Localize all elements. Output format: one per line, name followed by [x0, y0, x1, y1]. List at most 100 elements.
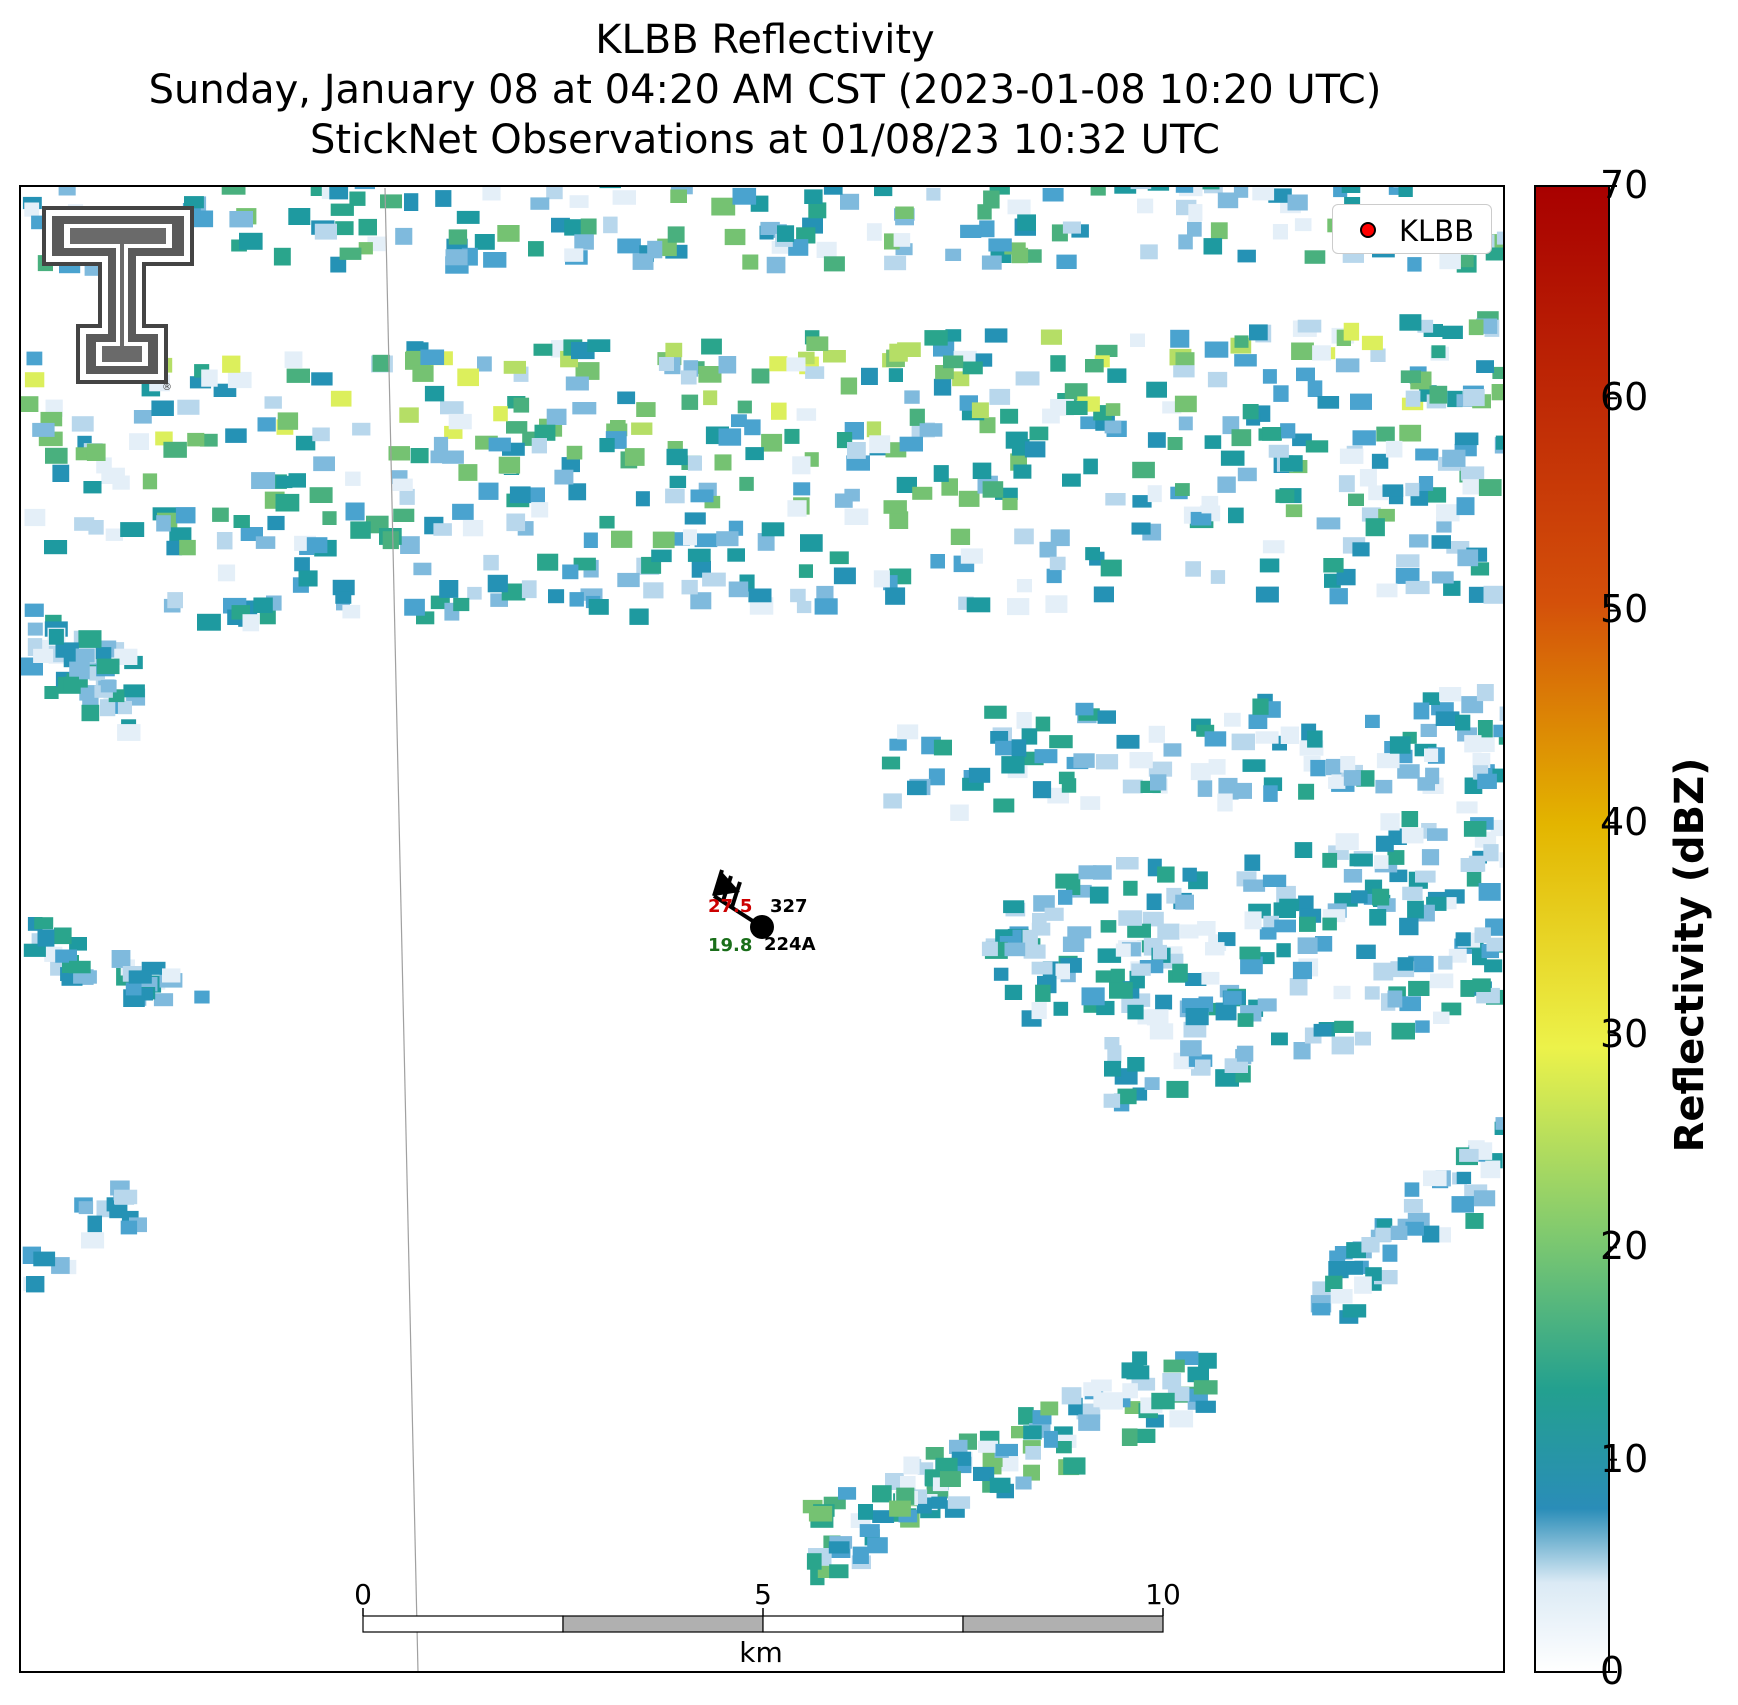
county-boundary	[384, 187, 419, 1673]
echo-cell	[1190, 763, 1211, 781]
echo-cell	[1220, 450, 1245, 466]
echo-cell	[1292, 961, 1312, 980]
echo-cell	[24, 202, 40, 217]
echo-cell	[1097, 948, 1122, 963]
echo-cell	[1016, 712, 1032, 729]
echo-cell	[1455, 714, 1471, 731]
echo-cell	[1397, 957, 1414, 971]
echo-cell	[912, 486, 933, 500]
echo-cell	[1456, 1171, 1472, 1184]
colorbar	[1534, 185, 1610, 1673]
echo-cell	[933, 378, 952, 396]
echo-cell	[539, 165, 563, 180]
echo-cell	[1040, 1401, 1059, 1416]
echo-cell	[1325, 758, 1345, 776]
echo-cell	[1279, 898, 1300, 912]
echo-cell	[1296, 367, 1315, 382]
echo-cell	[935, 365, 954, 380]
echo-cell	[888, 368, 903, 382]
echo-cell	[572, 402, 597, 415]
echo-cell	[1148, 761, 1173, 777]
echo-cell	[75, 648, 95, 663]
echo-cell	[1050, 355, 1066, 372]
echo-cell	[1369, 909, 1387, 926]
echo-cell	[217, 564, 236, 582]
echo-cell	[1352, 430, 1376, 446]
echo-cell	[1287, 194, 1308, 211]
echo-cell	[1024, 441, 1046, 458]
echo-cell	[925, 166, 948, 180]
echo-cell	[1294, 218, 1312, 232]
echo-cell	[1029, 426, 1049, 441]
echo-cell	[897, 724, 919, 740]
echo-cell	[588, 599, 609, 615]
echo-cell	[105, 528, 123, 541]
echo-cell	[562, 564, 579, 580]
echo-cell	[354, 186, 375, 190]
echo-cell	[23, 943, 46, 957]
echo-cell	[1233, 161, 1249, 175]
echo-cell	[982, 481, 1004, 498]
echo-cell	[1195, 1059, 1211, 1076]
echo-cell	[652, 531, 675, 549]
echo-cell	[314, 223, 337, 240]
echo-cell	[1385, 440, 1403, 458]
echo-cell	[1313, 1023, 1332, 1037]
echo-cell	[1376, 583, 1398, 598]
echo-cell	[1045, 595, 1068, 613]
echo-cell	[1422, 1225, 1440, 1243]
echo-cell	[1483, 585, 1504, 604]
echo-cell	[1380, 813, 1400, 831]
echo-cell	[896, 1487, 915, 1505]
echo-cell	[225, 428, 247, 443]
echo-cell	[395, 227, 413, 245]
echo-cell	[1231, 429, 1252, 447]
echo-cell	[1376, 426, 1395, 442]
echo-cell	[474, 234, 495, 250]
echo-cell	[1231, 733, 1255, 751]
echo-cell	[1205, 942, 1225, 956]
echo-cell	[1483, 844, 1499, 862]
echo-cell	[120, 522, 145, 537]
echo-cell	[1204, 435, 1222, 449]
echo-cell	[909, 408, 925, 426]
echo-cell	[1374, 855, 1389, 869]
echo-cell	[1423, 1170, 1447, 1187]
echo-cell	[1442, 325, 1463, 339]
colorbar-tick-label: 60	[1600, 375, 1649, 419]
echo-cell	[1129, 752, 1153, 769]
echo-cell	[111, 950, 131, 968]
echo-cell	[1244, 854, 1261, 871]
echo-cell	[123, 684, 145, 698]
echo-cell	[1317, 396, 1340, 409]
echo-cell	[78, 1201, 94, 1215]
echo-cell	[1262, 874, 1287, 887]
echo-cell	[966, 597, 991, 613]
echo-cell	[919, 423, 943, 437]
echo-cell	[1114, 186, 1137, 194]
echo-cell	[548, 589, 565, 604]
echo-cell	[972, 462, 992, 479]
echo-cell	[981, 255, 1002, 270]
echo-cell	[33, 1251, 56, 1267]
echo-cell	[503, 360, 526, 374]
svg-text:®: ®	[162, 382, 172, 393]
echo-cell	[575, 362, 600, 380]
echo-cell	[698, 366, 722, 383]
echo-cell	[1329, 588, 1348, 605]
echo-cell	[805, 366, 825, 379]
echo-cell	[533, 343, 553, 356]
echo-cell	[1002, 497, 1018, 511]
map-frame	[19, 185, 1505, 1673]
echo-cell	[1402, 886, 1423, 901]
echo-cell	[69, 960, 91, 974]
echo-cell	[989, 186, 1010, 195]
echo-cell	[945, 329, 962, 342]
echo-cell	[1224, 1058, 1248, 1073]
echo-cell	[1294, 842, 1313, 858]
echo-cell	[947, 1496, 971, 1509]
echo-cell	[1187, 1366, 1209, 1383]
echo-cell	[1424, 748, 1439, 762]
echo-cell	[1280, 423, 1296, 439]
radar-site-marker-icon	[1360, 222, 1376, 238]
